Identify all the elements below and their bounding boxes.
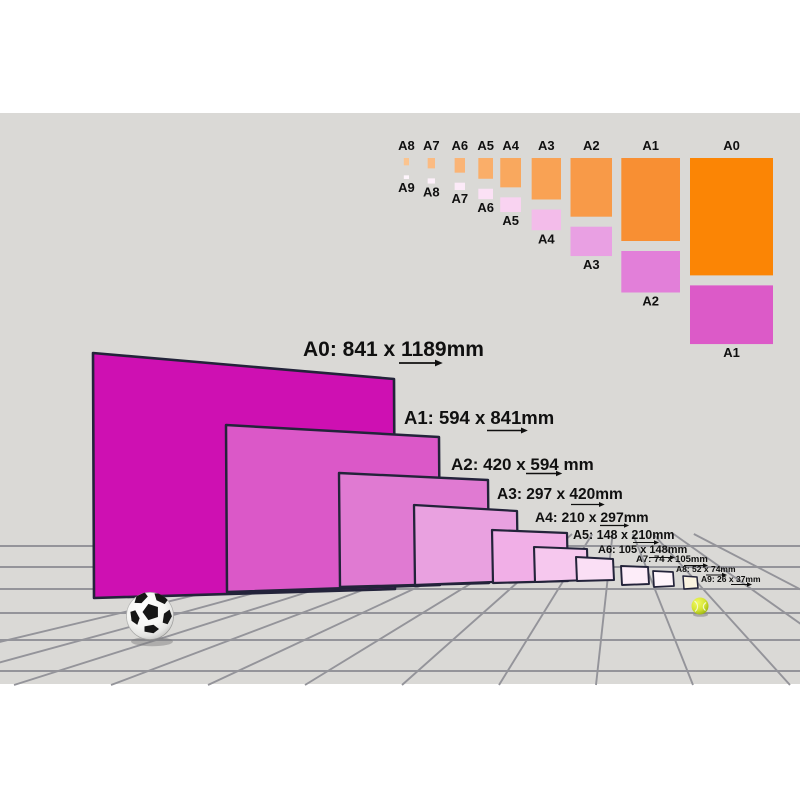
sheet-a5-label: A5: 148 x 210mm: [573, 528, 674, 542]
sheet-a0-label: A0: 841 x 1189mm: [303, 338, 484, 361]
chart-a3-child-label: A4: [538, 231, 555, 246]
sheet-a0-width-arrowhead-icon: [435, 359, 443, 367]
soccer-ball-patch: [162, 609, 172, 625]
floor-receding-line: [652, 533, 791, 686]
floor-receding-line: [632, 533, 694, 686]
soccer-ball-shadow: [131, 636, 173, 647]
floor-receding-line: [672, 533, 800, 625]
nested-halving-chart: A8 A9 A7 A8 A6 A7 A5 A6 A4 A5 A3 A4 A2 A3 A1 A2 A0 A1: [398, 138, 773, 360]
sheet-a8-width-arrowhead-icon: [722, 572, 728, 578]
chart-a4-parent-label: A4: [502, 138, 519, 153]
sheet-a2-label: A2: 420 x 594 mm: [451, 455, 594, 474]
sheet-a9-width-arrowhead-icon: [747, 582, 753, 587]
chart-a3-parent-swatch: [531, 158, 561, 200]
soccer-ball-patch: [142, 603, 158, 621]
sheet-a1-width-arrowhead-icon: [521, 427, 528, 434]
tennis-ball-seam: [702, 602, 707, 611]
chart-a5-child-swatch: [478, 188, 493, 200]
perspective-sheets: [91, 351, 699, 600]
chart-a0-parent-swatch: [690, 158, 773, 276]
sheet-a4-width-arrowhead-icon: [624, 523, 630, 528]
chart-a0-parent-label: A0: [723, 138, 740, 153]
soccer-ball-rim: [126, 592, 174, 640]
soccer-ball-patch: [144, 624, 159, 634]
sheet-a7-width-arrowhead-icon: [703, 563, 709, 568]
soccer-ball: [126, 592, 174, 640]
sheet-a3-width-arrowhead-icon: [599, 502, 605, 507]
chart-a1-parent-label: A1: [642, 138, 659, 153]
chart-a8-child-label: A9: [398, 180, 415, 195]
sheet-a3-label: A3: 297 x 420mm: [497, 486, 623, 503]
chart-a6-child-swatch: [454, 182, 465, 191]
chart-a5-child-label: A6: [477, 200, 494, 215]
chart-a1-parent-swatch: [621, 158, 680, 241]
sheet-a4-label: A4: 210 x 297mm: [535, 509, 649, 525]
chart-a6-parent-swatch: [454, 158, 465, 173]
sheet-a6-label: A6: 105 x 148mm: [598, 544, 687, 556]
chart-a2-parent-label: A2: [583, 138, 600, 153]
chart-a4-parent-swatch: [500, 158, 521, 188]
chart-a7-parent-label: A7: [423, 138, 440, 153]
chart-a2-child-label: A3: [583, 257, 600, 272]
chart-a5-parent-swatch: [478, 158, 493, 179]
chart-a4-child-swatch: [500, 197, 521, 213]
chart-a6-parent-label: A6: [452, 138, 469, 153]
sheet-a9-label: A9: 26 x 37mm: [701, 574, 761, 584]
soccer-ball-patch: [134, 592, 148, 604]
sheet-a8: [652, 570, 675, 588]
sheet-a1-label: A1: 594 x 841mm: [404, 407, 554, 428]
soccer-ball-patch: [154, 593, 168, 605]
sheet-a9: [682, 575, 699, 590]
chart-a3-child-swatch: [531, 209, 561, 231]
scale-reference-objects: [126, 592, 709, 647]
chart-a1-child-label: A2: [642, 294, 659, 309]
chart-a0-child-label: A1: [723, 345, 740, 360]
sheet-a5-width-arrowhead-icon: [654, 540, 660, 545]
chart-a8-parent-label: A8: [398, 138, 415, 153]
chart-a8-parent-swatch: [403, 158, 409, 166]
chart-a3-parent-label: A3: [538, 138, 555, 153]
sheet-a8-label: A8: 52 x 74mm: [676, 564, 736, 574]
floor-receding-line: [693, 533, 800, 591]
sheet-size-labels: A0: 841 x 1189mm A1: 594 x 841mm A2: 420 x…: [303, 338, 761, 587]
chart-a2-parent-swatch: [570, 158, 612, 217]
chart-a4-child-label: A5: [502, 213, 519, 228]
chart-a2-child-swatch: [570, 226, 612, 257]
chart-a0-child-swatch: [690, 285, 773, 345]
chart-a5-parent-label: A5: [477, 138, 494, 153]
chart-a7-child-swatch: [427, 178, 435, 184]
sheet-a6-width-arrowhead-icon: [670, 555, 676, 560]
sheet-a7-label: A7: 74 x 105mm: [636, 554, 708, 565]
sheet-a2-width-arrowhead-icon: [556, 470, 563, 477]
chart-a7-parent-swatch: [427, 158, 435, 169]
tennis-ball: [691, 597, 709, 615]
soccer-ball-patch: [130, 610, 140, 625]
sheet-a7: [620, 565, 650, 586]
chart-a6-child-label: A7: [452, 191, 469, 206]
chart-a8-child-swatch: [403, 175, 409, 180]
chart-a1-child-swatch: [621, 251, 680, 293]
tennis-ball-seam: [694, 600, 699, 612]
chart-a7-child-label: A8: [423, 185, 440, 200]
sheet-a6: [575, 556, 615, 582]
